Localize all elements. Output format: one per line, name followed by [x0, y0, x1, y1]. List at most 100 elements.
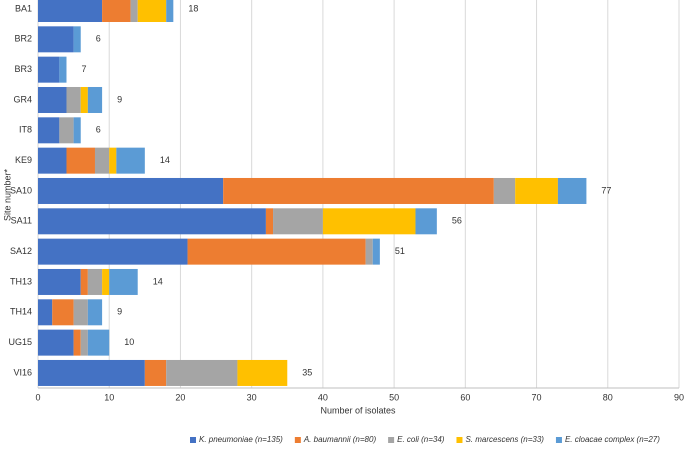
bar-segment — [38, 147, 67, 174]
bar-segment — [87, 268, 103, 295]
bar-segment — [166, 0, 174, 22]
bar-segment — [38, 359, 145, 386]
legend-swatch — [294, 437, 301, 443]
total-label: 9 — [117, 307, 122, 317]
bar-segment — [59, 117, 74, 144]
total-label: 14 — [160, 155, 170, 165]
bar-segment — [73, 117, 81, 144]
y-tick-label: BR2 — [14, 34, 32, 44]
x-tick-label: 40 — [318, 392, 328, 402]
bar-segment — [557, 177, 587, 204]
y-tick-label: KE9 — [15, 155, 32, 165]
bar-segment — [38, 26, 74, 53]
total-label: 35 — [302, 367, 312, 377]
legend-label: A. baumannii (n=80) — [303, 435, 377, 444]
bar-segment — [109, 268, 138, 295]
x-tick-label: 90 — [674, 392, 684, 402]
bar-segment — [59, 56, 67, 83]
bar-segment — [144, 359, 167, 386]
bar-segment — [38, 0, 103, 22]
bar-segment — [73, 299, 88, 326]
bar-segment — [94, 147, 110, 174]
bar-segment — [87, 299, 103, 326]
legend-swatch — [456, 437, 463, 443]
bar-segment — [38, 208, 266, 235]
bar-segment — [73, 329, 81, 356]
bar-segment — [38, 268, 81, 295]
total-label: 14 — [153, 276, 163, 286]
x-tick-label: 80 — [603, 392, 613, 402]
y-tick-label: TH13 — [10, 276, 32, 286]
bar-segment — [137, 0, 167, 22]
bar-segment — [38, 117, 60, 144]
bar-segment — [116, 147, 145, 174]
x-tick-label: 50 — [389, 392, 399, 402]
bar-segment — [38, 299, 53, 326]
y-tick-label: BA1 — [15, 3, 32, 13]
total-label: 7 — [81, 64, 86, 74]
total-label: 51 — [395, 246, 405, 256]
bar-segment — [87, 329, 110, 356]
bar-segment — [273, 208, 323, 235]
legend-swatch — [388, 437, 395, 443]
total-label: 56 — [452, 216, 462, 226]
total-label: 9 — [117, 94, 122, 104]
bar-segment — [38, 56, 60, 83]
y-tick-label: VI16 — [13, 367, 32, 377]
y-tick-label: TH14 — [10, 307, 32, 317]
legend-swatch — [555, 437, 562, 443]
y-tick-label: BR3 — [14, 64, 32, 74]
legend-label: E. cloacae complex (n=27) — [565, 435, 660, 444]
bar-segment — [130, 0, 138, 22]
y-tick-label: SA11 — [11, 216, 32, 226]
legend-label: E. coli (n=34) — [397, 435, 445, 444]
total-label: 6 — [96, 125, 101, 135]
bar-segment — [365, 238, 373, 265]
bar-segment — [372, 238, 380, 265]
bar-segment — [80, 86, 88, 113]
legend-swatch — [190, 437, 196, 443]
bar-segment — [109, 147, 117, 174]
y-tick-label: IT8 — [19, 125, 32, 135]
total-label: 18 — [188, 3, 198, 13]
bar-segment — [515, 177, 558, 204]
x-tick-label: 20 — [175, 392, 185, 402]
bar-segment — [38, 238, 188, 265]
bar-segment — [265, 208, 274, 235]
bar-segment — [102, 0, 131, 22]
bar-segment — [87, 86, 103, 113]
bar-segment — [223, 177, 494, 204]
bar-segment — [66, 147, 95, 174]
x-tick-label: 60 — [460, 392, 470, 402]
legend-label: K. pneumoniae (n=135) — [199, 435, 283, 444]
x-tick-label: 30 — [247, 392, 257, 402]
y-axis-title: Site number* — [2, 168, 12, 221]
bar-segment — [38, 86, 67, 113]
bar-segment — [237, 359, 288, 386]
bar-segment — [166, 359, 238, 386]
total-label: 10 — [124, 337, 134, 347]
bar-segment — [187, 238, 366, 265]
y-tick-label: SA12 — [10, 246, 32, 256]
x-tick-label: 0 — [35, 392, 40, 402]
y-tick-label: GR4 — [13, 94, 32, 104]
bar-segment — [38, 177, 224, 204]
bar-segment — [102, 268, 110, 295]
x-tick-label: 10 — [104, 392, 114, 402]
bar-segment — [38, 329, 74, 356]
bar-segment — [322, 208, 416, 235]
y-tick-label: SA10 — [10, 185, 32, 195]
bar-segment — [66, 86, 81, 113]
bar-segment — [80, 268, 88, 295]
bar-segment — [52, 299, 74, 326]
bar-segment — [73, 26, 81, 53]
legend-label: S. marcescens (n=33) — [465, 435, 544, 444]
total-label: 6 — [96, 34, 101, 44]
x-tick-label: 70 — [532, 392, 542, 402]
x-axis-title: Number of isolates — [320, 405, 396, 415]
y-tick-label: UG15 — [8, 337, 32, 347]
bar-segment — [80, 329, 88, 356]
total-label: 77 — [601, 185, 611, 195]
bar-segment — [493, 177, 516, 204]
